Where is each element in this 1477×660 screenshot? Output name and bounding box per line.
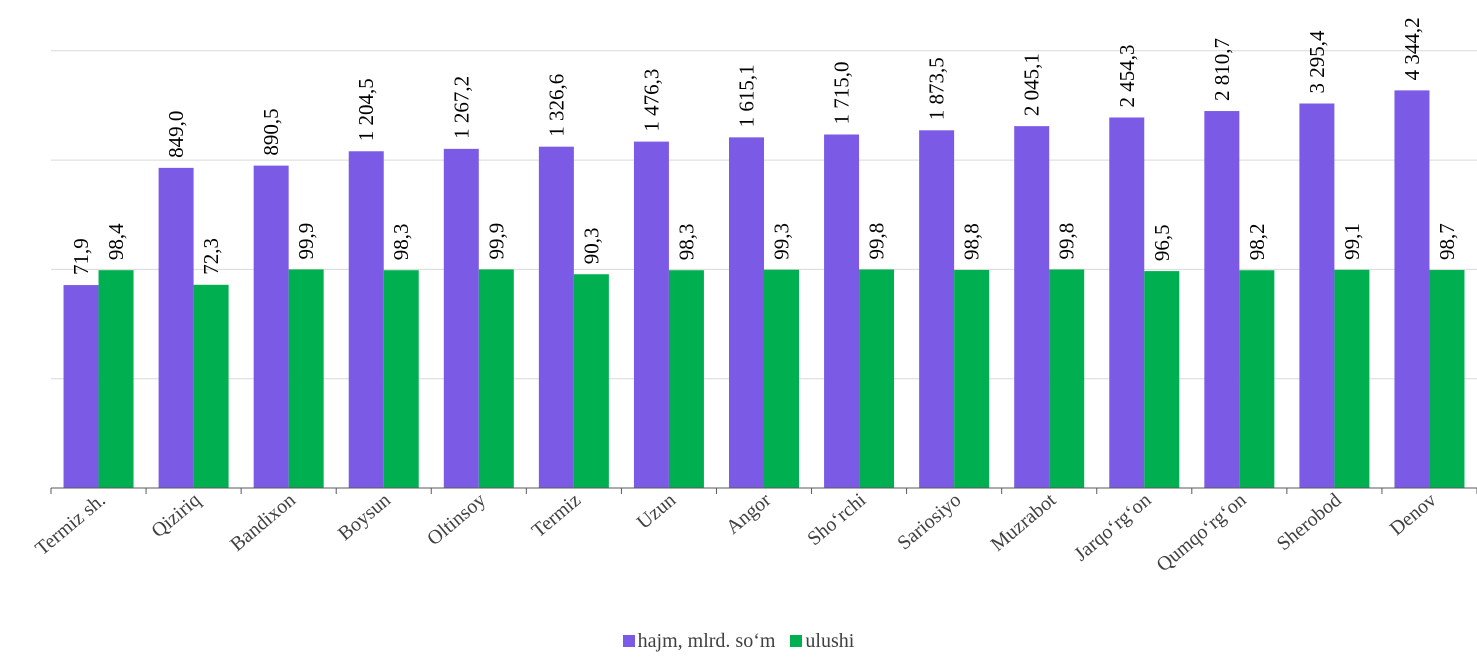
bar-share xyxy=(1049,269,1085,488)
data-label-volume: 849,0 xyxy=(164,111,188,158)
bar-chart: 71,9 98,4 849,0 72,3 890,5 99,9 1 204,5 98,3 1 2… xyxy=(31,17,1477,577)
bar-volume xyxy=(729,137,764,488)
bar-volume xyxy=(919,130,955,488)
bars xyxy=(63,90,1465,489)
category-label: Termiz sh. xyxy=(31,489,110,560)
data-label-share: 90,3 xyxy=(579,227,603,264)
bar-share xyxy=(478,269,514,488)
data-label-share: 99,9 xyxy=(484,223,508,260)
data-label-volume: 2 810,7 xyxy=(1210,38,1234,101)
data-label-share: 96,5 xyxy=(1150,224,1174,261)
legend-swatch-share xyxy=(790,635,803,647)
data-label-share: 99,9 xyxy=(294,223,318,260)
bar-volume xyxy=(253,165,289,488)
data-label-share: 72,3 xyxy=(199,238,223,275)
category-labels: Termiz sh. Qiziriq Bandixon Boysun Oltinsoy T… xyxy=(31,489,1441,577)
bar-volume xyxy=(1299,103,1335,488)
bar-volume xyxy=(633,141,669,489)
data-label-volume: 2 045,1 xyxy=(1020,53,1044,116)
data-label-share: 98,8 xyxy=(960,223,984,260)
legend-swatch-volume xyxy=(622,635,635,647)
category-label: Bandixon xyxy=(226,489,300,556)
data-label-volume: 1 715,0 xyxy=(830,61,854,124)
legend-label-share: ulushi xyxy=(805,630,855,652)
bar-share xyxy=(1239,270,1275,488)
category-label: Sariosiyo xyxy=(893,489,965,554)
data-label-volume: 4 344,2 xyxy=(1400,17,1424,80)
category-label: Muzrabot xyxy=(987,489,1061,556)
bar-share xyxy=(193,284,229,488)
bar-share xyxy=(859,269,895,488)
category-label: Qumqo‘rg‘on xyxy=(1152,489,1250,576)
bar-share xyxy=(573,274,609,488)
bar-share xyxy=(954,269,990,488)
data-label-share: 98,7 xyxy=(1435,223,1459,260)
data-label-volume: 1 326,6 xyxy=(544,74,568,137)
x-axis xyxy=(50,487,1477,494)
bar-volume xyxy=(538,146,574,489)
bar-share xyxy=(1429,270,1465,488)
bar-share xyxy=(383,270,419,488)
bar-share xyxy=(1334,269,1370,488)
data-label-share: 99,1 xyxy=(1340,223,1364,260)
category-label: Sho‘rchi xyxy=(803,489,870,550)
category-label: Uzun xyxy=(633,489,680,534)
legend-item-share: ulushi xyxy=(790,630,854,653)
data-label-share: 98,3 xyxy=(674,223,698,260)
data-label-volume: 1 873,5 xyxy=(925,57,949,120)
data-label-volume: 1 267,2 xyxy=(449,76,473,139)
data-label-volume: 3 295,4 xyxy=(1305,30,1329,94)
data-label-share: 98,2 xyxy=(1245,224,1269,261)
bar-share xyxy=(764,269,799,488)
legend-label-volume: hajm, mlrd. so‘m xyxy=(637,630,776,652)
bar-volume xyxy=(1394,90,1430,488)
bar-volume xyxy=(443,148,479,489)
bar-share xyxy=(288,269,324,488)
legend-item-volume: hajm, mlrd. so‘m xyxy=(622,630,776,653)
bar-share xyxy=(1144,271,1180,488)
data-label-volume: 1 615,1 xyxy=(735,64,759,127)
bar-volume xyxy=(63,285,99,488)
category-label: Denov xyxy=(1386,489,1441,540)
bar-volume xyxy=(158,167,194,488)
data-label-share: 99,8 xyxy=(1055,223,1079,260)
category-label: Sherobod xyxy=(1273,489,1346,555)
category-label: Oltinsoy xyxy=(423,489,490,550)
bar-share xyxy=(98,270,134,488)
data-label-share: 99,3 xyxy=(770,223,794,260)
bar-volume xyxy=(1014,126,1050,488)
data-label-volume: 890,5 xyxy=(259,108,283,155)
category-label: Jarqo‘rg‘on xyxy=(1070,489,1155,566)
category-label: Termiz xyxy=(528,489,585,542)
category-label: Qiziriq xyxy=(147,489,205,542)
bar-volume xyxy=(1109,117,1145,489)
data-label-volume: 1 204,5 xyxy=(354,78,378,141)
legend: hajm, mlrd. so‘m ulushi xyxy=(0,630,1477,653)
data-label-volume: 71,9 xyxy=(69,238,93,275)
bar-volume xyxy=(1204,111,1240,488)
bar-share xyxy=(668,270,704,488)
bar-volume xyxy=(824,134,860,488)
data-label-share: 99,8 xyxy=(865,223,889,260)
category-label: Angor xyxy=(722,489,776,539)
category-label: Boysun xyxy=(334,489,395,545)
data-label-share: 98,3 xyxy=(389,223,413,260)
bar-volume xyxy=(348,151,384,488)
data-label-volume: 1 476,3 xyxy=(639,69,663,132)
data-label-share: 98,4 xyxy=(104,223,128,260)
data-label-volume: 2 454,3 xyxy=(1115,44,1139,107)
value-labels: 71,9 98,4 849,0 72,3 890,5 99,9 1 204,5 98,3 1 2… xyxy=(69,17,1459,275)
